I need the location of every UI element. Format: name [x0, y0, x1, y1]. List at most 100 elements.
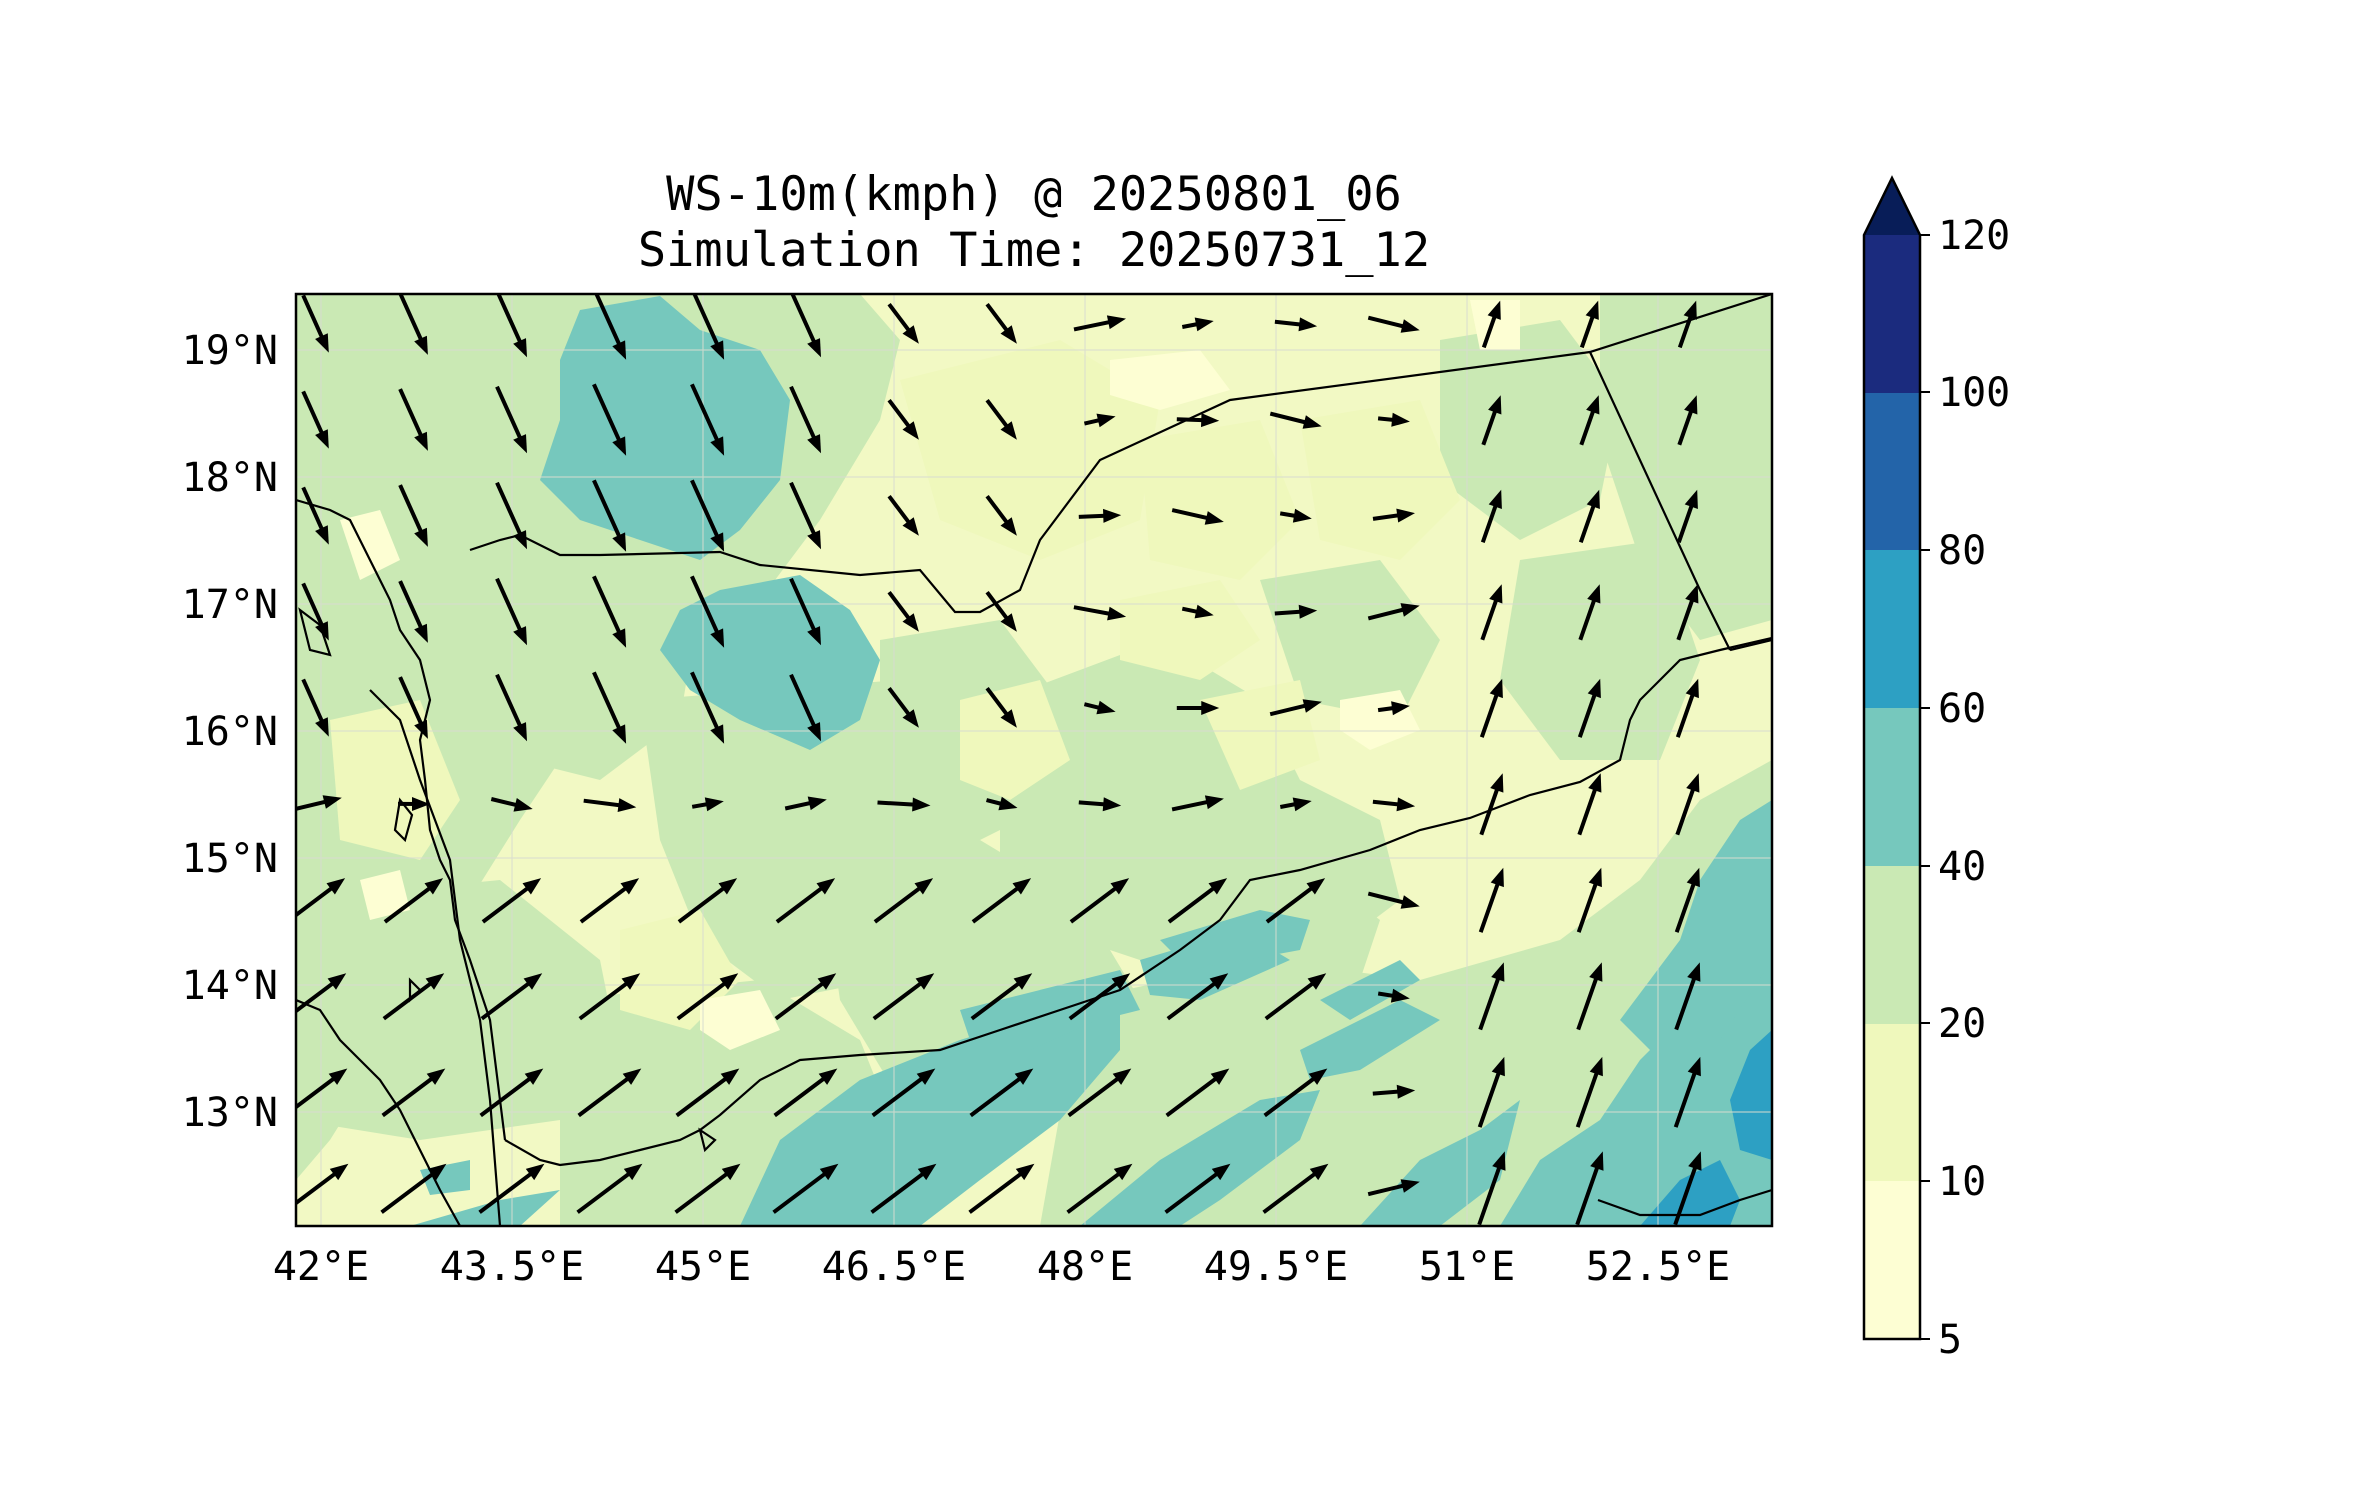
wind-arrow-head: [704, 797, 724, 812]
wind-arrow-head: [612, 436, 627, 456]
lat-tick-label: 13°N: [182, 1090, 278, 1136]
title-line-1: WS-10m(kmph) @ 20250801_06: [666, 167, 1402, 222]
wind-arrow-shaft: [870, 1168, 930, 1214]
wind-arrow-head: [1400, 319, 1420, 333]
wind-arrow-shaft: [1478, 876, 1502, 933]
wind-arrow-head: [1000, 613, 1017, 632]
wind-arrow-shaft: [1578, 593, 1599, 641]
wind-arrow-shaft: [301, 582, 327, 633]
wind-arrow-head: [1204, 511, 1224, 525]
wind-arrow-head: [915, 973, 935, 990]
wind-arrow-head: [623, 1163, 643, 1181]
horn-of-africa-coast: [296, 998, 461, 1226]
wind-arrow-head: [1012, 878, 1032, 895]
wind-arrow-shaft: [1477, 1160, 1504, 1226]
wind-arrow-head: [912, 797, 931, 812]
wind-arrow-head: [1298, 317, 1318, 332]
wind-arrow-shaft: [592, 575, 624, 640]
wind-arrow-head: [427, 1163, 447, 1181]
red-sea-coast: [296, 498, 507, 1141]
wind-arrow-shaft: [592, 383, 624, 448]
wind-arrow-head: [1687, 962, 1701, 982]
wind-arrow-shaft: [594, 294, 624, 352]
coastline-borders: [296, 294, 1772, 1226]
lon-tick-label: 49.5°E: [1204, 1244, 1349, 1290]
wind-arrow-head: [721, 1163, 741, 1181]
wind-arrow-head: [902, 709, 919, 728]
wind-arrow-head: [513, 722, 527, 742]
wind-arrow-head: [425, 973, 445, 990]
wind-arrow-head: [1590, 1151, 1604, 1171]
wind-arrow-head: [1687, 1056, 1701, 1077]
wind-arrow-head: [1306, 878, 1326, 895]
wind-arrow-head: [917, 1163, 937, 1181]
wind-arrow-head: [1586, 489, 1600, 509]
oman-coast: [1729, 638, 1772, 652]
lon-tick-label: 46.5°E: [822, 1244, 967, 1290]
wind-arrow-shaft: [592, 671, 624, 736]
wind-arrow-head: [1015, 1163, 1035, 1181]
lat-tick-label: 18°N: [182, 455, 278, 501]
colorbar-tick-label: 5: [1938, 1317, 1962, 1363]
wind-arrow-head: [1000, 325, 1017, 344]
wind-arrow-shaft: [1673, 1160, 1700, 1226]
wind-arrow-head: [807, 434, 821, 454]
wind-arrow-head: [1488, 395, 1502, 415]
wind-arrow-shaft: [576, 1168, 636, 1214]
wind-arrow-head: [720, 1068, 740, 1085]
title-line-2: Simulation Time: 20250731_12: [638, 223, 1430, 278]
wind-arrow-head: [328, 1068, 348, 1085]
wind-arrow-head: [327, 973, 347, 990]
wind-arrow-shaft: [1673, 1065, 1699, 1128]
wind-arrow-shaft: [1674, 971, 1699, 1031]
wind-arrow-head: [1586, 395, 1600, 415]
wind-arrow-head: [1211, 1163, 1231, 1181]
wind-arrow-head: [1491, 1056, 1505, 1077]
wind-arrow-head: [902, 325, 919, 344]
wind-arrow-shaft: [789, 673, 819, 734]
wind-arrow-shaft: [871, 1072, 929, 1118]
wind-arrow-shaft: [296, 1168, 342, 1206]
wind-arrow-head: [1391, 701, 1410, 716]
lat-tick-label: 17°N: [182, 582, 278, 628]
wind-arrow-head: [816, 878, 836, 895]
wind-arrow-shaft: [579, 882, 633, 924]
wind-arrow-head: [326, 878, 346, 895]
wind-arrow-head: [513, 626, 527, 646]
wind-arrow-shaft: [690, 671, 722, 736]
wind-arrow-head: [1292, 508, 1312, 523]
wind-arrow-shaft: [1480, 593, 1501, 641]
wind-arrow-shaft: [1264, 977, 1320, 1021]
wind-arrow-head: [1298, 604, 1318, 619]
wind-arrow-shaft: [301, 486, 327, 537]
wind-arrow-head: [612, 340, 627, 360]
lat-tick-label: 16°N: [182, 709, 278, 755]
wind-arrow-head: [807, 722, 821, 742]
wind-arrow-head: [914, 878, 934, 895]
wind-arrow-shaft: [398, 676, 426, 731]
map-frame: [294, 292, 1774, 1228]
wind-arrow-head: [1201, 701, 1220, 715]
wind-arrow-head: [1588, 773, 1602, 793]
wind-arrow-head: [1587, 678, 1601, 699]
wind-arrow-head: [1684, 395, 1698, 415]
wind-arrow-head: [1684, 489, 1698, 509]
wind-arrow-head: [1685, 678, 1699, 699]
contour-5-10: [340, 300, 1520, 1050]
colorbar-band-60-80: [1864, 550, 1920, 708]
colorbar-band-40-60: [1864, 708, 1920, 866]
wind-arrow-head: [1000, 709, 1017, 728]
wind-arrow-shaft: [774, 977, 830, 1021]
wind-arrow-head: [1400, 1179, 1420, 1193]
wind-arrow-shaft: [1576, 971, 1601, 1031]
wind-arrow-shaft: [398, 388, 426, 443]
lon-tick-label: 45°E: [655, 1244, 751, 1290]
wind-arrow-shaft: [382, 977, 438, 1021]
wind-arrow-head: [1292, 797, 1312, 812]
gulf-of-aden-coast: [504, 636, 1772, 1167]
wind-arrow-head: [1096, 700, 1116, 715]
wind-arrow-shaft: [970, 977, 1026, 1021]
wind-arrow-shaft: [1576, 876, 1600, 933]
lon-tick-labels: 42°E 43.5°E 45°E 46.5°E 48°E 49.5°E 51°E…: [273, 1244, 1730, 1290]
